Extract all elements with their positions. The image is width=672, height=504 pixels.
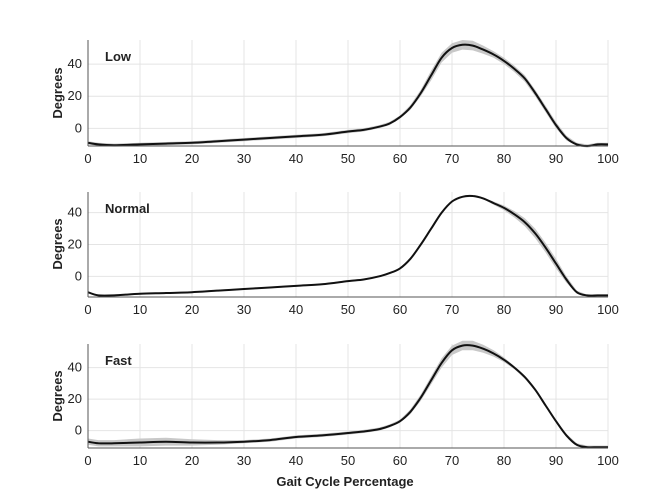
panel-title: Fast [105, 353, 132, 368]
x-tick-label: 50 [341, 453, 355, 468]
x-tick-label: 0 [84, 302, 91, 317]
x-tick-label: 20 [185, 151, 199, 166]
x-tick-label: 100 [597, 151, 619, 166]
y-tick-label: 40 [68, 56, 82, 71]
y-tick-label: 0 [75, 268, 82, 283]
y-tick-label: 40 [68, 360, 82, 375]
x-tick-label: 70 [445, 453, 459, 468]
x-tick-label: 60 [393, 453, 407, 468]
x-tick-label: 90 [549, 453, 563, 468]
y-tick-label: 20 [68, 88, 82, 103]
x-tick-label: 0 [84, 453, 91, 468]
x-tick-label: 100 [597, 453, 619, 468]
panel-title: Low [105, 49, 132, 64]
y-tick-label: 40 [68, 205, 82, 220]
x-tick-label: 90 [549, 151, 563, 166]
series-mean-line [87, 344, 608, 449]
x-tick-label: 80 [497, 302, 511, 317]
series-mean-line [87, 43, 609, 148]
y-tick-label: 0 [75, 120, 82, 135]
panel-title: Normal [105, 201, 150, 216]
x-tick-label: 0 [84, 151, 91, 166]
y-tick-label: 20 [68, 391, 82, 406]
x-tick-label: 60 [393, 151, 407, 166]
x-tick-label: 40 [289, 302, 303, 317]
x-tick-label: 90 [549, 302, 563, 317]
y-tick-label: 20 [68, 237, 82, 252]
x-tick-label: 10 [133, 151, 147, 166]
x-tick-label: 20 [185, 453, 199, 468]
y-axis-label: Degrees [50, 67, 65, 118]
x-tick-label: 20 [185, 302, 199, 317]
x-tick-label: 30 [237, 453, 251, 468]
y-axis-label: Degrees [50, 370, 65, 421]
y-tick-label: 0 [75, 423, 82, 438]
y-axis-label: Degrees [50, 218, 65, 269]
x-tick-label: 40 [289, 453, 303, 468]
x-tick-label: 40 [289, 151, 303, 166]
x-tick-label: 100 [597, 302, 619, 317]
x-tick-label: 10 [133, 453, 147, 468]
x-tick-label: 50 [341, 151, 355, 166]
x-tick-label: 80 [497, 151, 511, 166]
x-tick-label: 10 [133, 302, 147, 317]
x-tick-label: 80 [497, 453, 511, 468]
x-tick-label: 60 [393, 302, 407, 317]
x-tick-label: 30 [237, 151, 251, 166]
x-tick-label: 50 [341, 302, 355, 317]
x-axis-label: Gait Cycle Percentage [276, 474, 413, 489]
x-tick-label: 70 [445, 302, 459, 317]
series-mean-line [87, 194, 608, 297]
x-tick-label: 70 [445, 151, 459, 166]
x-tick-label: 30 [237, 302, 251, 317]
